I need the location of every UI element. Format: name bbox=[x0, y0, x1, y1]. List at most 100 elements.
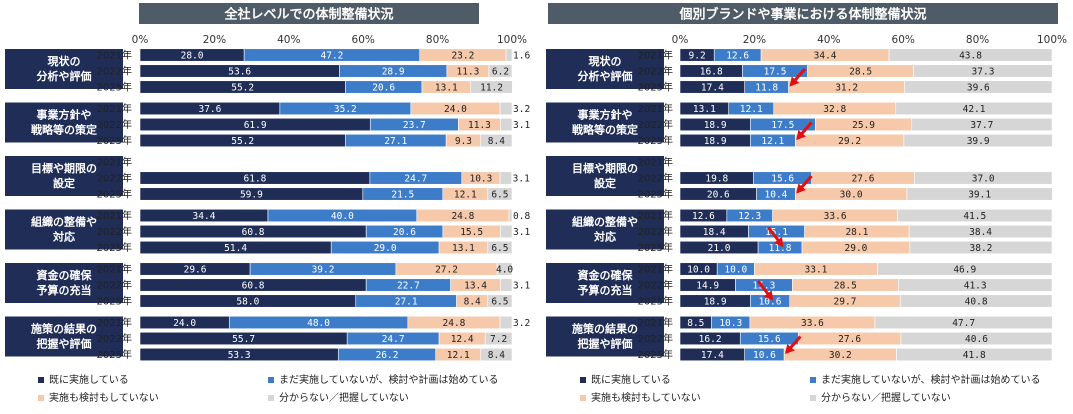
data-label: 25.9 bbox=[852, 120, 875, 131]
data-label: 4.0 bbox=[496, 264, 513, 275]
year-label: 2021年 bbox=[638, 102, 673, 115]
bar-segment-unknown bbox=[480, 133, 513, 148]
data-label: 17.5 bbox=[764, 66, 787, 77]
data-label: 34.4 bbox=[814, 50, 837, 61]
data-label: 37.6 bbox=[198, 104, 221, 115]
data-label: 12.1 bbox=[447, 350, 470, 361]
data-label: 29.2 bbox=[838, 136, 861, 147]
data-label: 37.3 bbox=[972, 66, 995, 77]
data-label: 10.0 bbox=[724, 264, 747, 275]
data-label: 41.5 bbox=[963, 211, 986, 222]
data-label: 39.9 bbox=[967, 136, 990, 147]
data-label: 6.5 bbox=[491, 189, 508, 200]
data-label: 60.8 bbox=[242, 280, 265, 291]
data-label: 8.4 bbox=[464, 296, 481, 307]
year-label: 2021年 bbox=[97, 316, 132, 329]
x-tick-label: 0% bbox=[672, 34, 689, 46]
data-label: 6.2 bbox=[492, 66, 509, 77]
data-label: 17.4 bbox=[701, 82, 724, 93]
data-label: 15.6 bbox=[758, 334, 781, 345]
data-label: 29.0 bbox=[374, 243, 397, 254]
data-label: 47.2 bbox=[321, 50, 344, 61]
year-label: 2022年 bbox=[97, 118, 132, 131]
year-label: 2022年 bbox=[638, 118, 673, 131]
bar-segment-unknown bbox=[913, 64, 1053, 78]
category-box bbox=[546, 209, 664, 250]
year-label: 2022年 bbox=[638, 172, 673, 185]
data-label: 29.6 bbox=[184, 264, 207, 275]
data-label: 18.9 bbox=[704, 136, 727, 147]
category-label: 予算の充当 bbox=[37, 283, 92, 297]
data-label: 16.2 bbox=[699, 334, 722, 345]
red-arrow-icon bbox=[785, 335, 802, 355]
data-label: 23.2 bbox=[451, 50, 474, 61]
data-label: 12.1 bbox=[761, 136, 784, 147]
year-label: 2021年 bbox=[97, 209, 132, 222]
data-label: 38.4 bbox=[969, 227, 992, 238]
bar-segment-unknown bbox=[874, 315, 1053, 330]
data-label: 18.9 bbox=[704, 120, 727, 131]
category-label: 目標や期限の bbox=[31, 161, 97, 175]
data-label: 24.8 bbox=[451, 211, 474, 222]
category-label: 分析や評価 bbox=[37, 69, 92, 83]
data-label: 14.9 bbox=[696, 280, 719, 291]
data-label: 40.6 bbox=[965, 334, 988, 345]
data-label: 11.8 bbox=[769, 243, 792, 254]
data-label: 22.7 bbox=[397, 280, 420, 291]
data-label: 12.6 bbox=[726, 50, 749, 61]
data-label: 16.8 bbox=[700, 66, 723, 77]
category-label: 把握や評価 bbox=[578, 337, 633, 351]
bar-segment-unknown bbox=[895, 101, 1053, 116]
year-label: 2025年 bbox=[638, 241, 673, 254]
year-label: 2025年 bbox=[638, 81, 673, 94]
legend-label: 実施も検討もしていない bbox=[591, 391, 701, 404]
bar-segment-unknown bbox=[904, 80, 1053, 94]
data-label: 48.0 bbox=[307, 318, 330, 329]
category-label: 予算の充当 bbox=[578, 283, 633, 297]
x-tick-label: 40% bbox=[277, 34, 300, 46]
data-label: 13.1 bbox=[693, 104, 716, 115]
category-label: 施策の結果の bbox=[572, 322, 638, 336]
data-label: 29.0 bbox=[845, 243, 868, 254]
year-label: 2025年 bbox=[97, 81, 132, 94]
bar-segment-unknown bbox=[488, 64, 513, 78]
data-label: 20.6 bbox=[393, 227, 416, 238]
data-label: 15.6 bbox=[771, 173, 794, 184]
data-label: 3.1 bbox=[513, 280, 530, 291]
data-label: 41.3 bbox=[964, 280, 987, 291]
category-label: 設定 bbox=[53, 176, 75, 190]
data-label: 27.2 bbox=[435, 264, 458, 275]
data-label: 11.3 bbox=[456, 66, 479, 77]
data-label: 53.3 bbox=[228, 350, 251, 361]
data-label: 19.8 bbox=[705, 173, 728, 184]
x-tick-label: 40% bbox=[817, 34, 840, 46]
data-label: 27.6 bbox=[852, 173, 875, 184]
category-box bbox=[5, 156, 123, 196]
data-label: 17.4 bbox=[701, 350, 724, 361]
data-label: 34.4 bbox=[193, 211, 216, 222]
year-label: 2025年 bbox=[638, 134, 673, 147]
bar-segment-unknown bbox=[500, 224, 513, 239]
red-arrow-icon bbox=[796, 121, 813, 141]
legend-label: 分からない／把握していない bbox=[279, 391, 409, 404]
x-tick-label: 100% bbox=[497, 34, 527, 46]
data-label: 43.8 bbox=[959, 50, 982, 61]
data-label: 10.3 bbox=[469, 173, 492, 184]
data-label: 12.6 bbox=[692, 211, 715, 222]
data-label: 39.1 bbox=[968, 189, 991, 200]
year-label: 2022年 bbox=[638, 279, 673, 292]
legend-label: 分からない／把握していない bbox=[821, 391, 951, 404]
red-arrow-icon bbox=[767, 226, 784, 248]
data-label: 12.3 bbox=[738, 211, 761, 222]
year-label: 2022年 bbox=[97, 279, 132, 292]
year-label: 2022年 bbox=[97, 332, 132, 345]
data-label: 46.9 bbox=[953, 264, 976, 275]
x-tick-label: 100% bbox=[1037, 34, 1067, 46]
legend-swatch bbox=[580, 377, 586, 383]
data-label: 11.2 bbox=[480, 82, 503, 93]
category-label: 戦略等の策定 bbox=[31, 123, 97, 137]
year-label: 2025年 bbox=[97, 241, 132, 254]
category-box bbox=[546, 102, 664, 143]
data-label: 27.6 bbox=[838, 334, 861, 345]
year-label: 2025年 bbox=[97, 348, 132, 361]
